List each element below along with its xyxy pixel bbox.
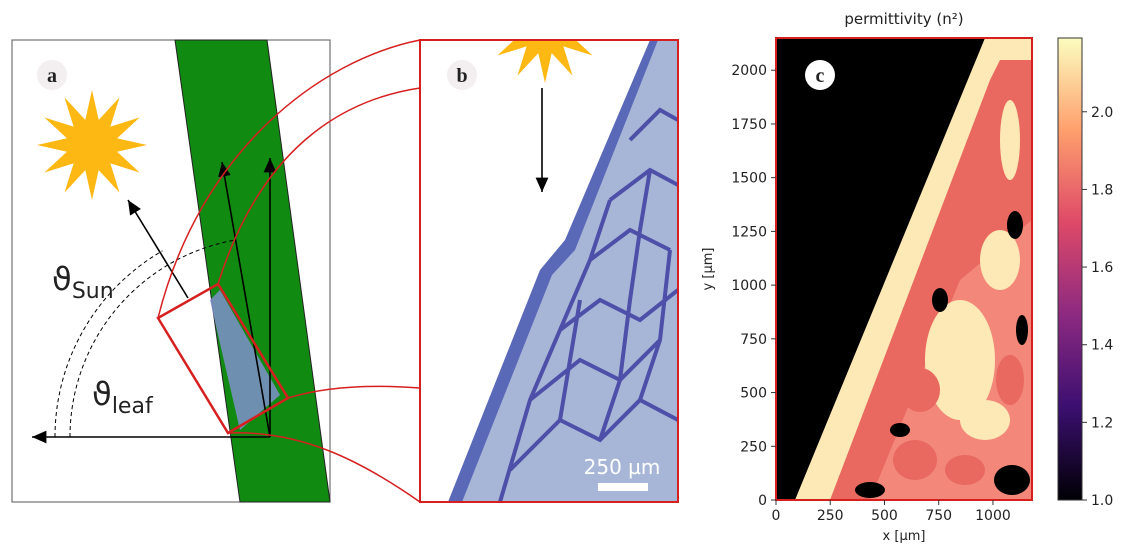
panel-a: ϑSun ϑleaf a xyxy=(11,39,331,503)
sun xyxy=(37,90,147,200)
subscript: leaf xyxy=(112,394,154,419)
label-badge xyxy=(37,60,67,90)
connector xyxy=(157,39,421,319)
y-tick-label: 1000 xyxy=(731,278,767,294)
y-tick-label: 750 xyxy=(740,332,767,348)
sun-angle-label: ϑSun xyxy=(52,260,114,304)
sun xyxy=(497,40,593,83)
y-tick-label: 500 xyxy=(740,386,767,402)
arrow xyxy=(127,199,189,299)
x-tick-label: 250 xyxy=(817,508,844,524)
panel-b: 250 µm b xyxy=(419,39,679,503)
colorbar-tick-label: 1.6 xyxy=(1091,260,1113,276)
cells xyxy=(925,100,1020,440)
arrow xyxy=(218,161,271,438)
colorbar-tick-label: 1.0 xyxy=(1091,493,1113,509)
scale-bar xyxy=(598,483,648,491)
connector xyxy=(227,432,421,503)
y-tick-label: 0 xyxy=(758,493,767,509)
panel-label: b xyxy=(456,65,467,87)
connector xyxy=(217,87,421,285)
colorbar-tick-label: 1.4 xyxy=(1091,338,1113,354)
y-tick-label: 1250 xyxy=(731,224,767,240)
colorbar-tick-label: 1.8 xyxy=(1091,182,1113,198)
label-badge xyxy=(447,60,477,90)
colorbar-tick-label: 2.0 xyxy=(1091,105,1113,121)
panel-c: c permittivity (n²) x [µm] y [µm] xyxy=(701,10,1083,544)
panel-frame xyxy=(419,39,679,503)
scale-bar-label: 250 µm xyxy=(584,455,661,479)
colorbar xyxy=(1057,37,1083,501)
connectors xyxy=(157,39,421,503)
colorbar-tick-label: 1.2 xyxy=(1091,415,1113,431)
x-tick-label: 1000 xyxy=(975,508,1011,524)
chart-title: permittivity (n²) xyxy=(844,10,963,28)
panel-label: a xyxy=(47,65,57,87)
y-axis-label: y [µm] xyxy=(701,248,716,291)
symbol: ϑ xyxy=(92,375,112,413)
y-tick-label: 2000 xyxy=(731,63,767,79)
x-tick-label: 0 xyxy=(772,508,781,524)
symbol: ϑ xyxy=(52,260,72,298)
y-tick-label: 1750 xyxy=(731,117,767,133)
connector xyxy=(287,385,421,399)
tissue xyxy=(462,40,678,502)
panel-frame xyxy=(775,37,1033,501)
angle-arc xyxy=(69,239,236,438)
leaf-angle-label: ϑleaf xyxy=(92,375,154,419)
label-badge xyxy=(805,60,835,90)
angle-arc xyxy=(54,250,163,438)
gaps xyxy=(855,211,1030,498)
cells xyxy=(893,355,1024,485)
x-axis-label: x [µm] xyxy=(883,529,926,544)
subscript: Sun xyxy=(72,279,114,304)
panel-label: c xyxy=(816,65,825,87)
x-tick-label: 500 xyxy=(871,508,898,524)
x-tick-label: 750 xyxy=(925,508,952,524)
y-tick-label: 250 xyxy=(740,439,767,455)
cell-walls xyxy=(498,107,678,502)
leaf xyxy=(174,39,331,503)
y-tick-label: 1500 xyxy=(731,171,767,187)
